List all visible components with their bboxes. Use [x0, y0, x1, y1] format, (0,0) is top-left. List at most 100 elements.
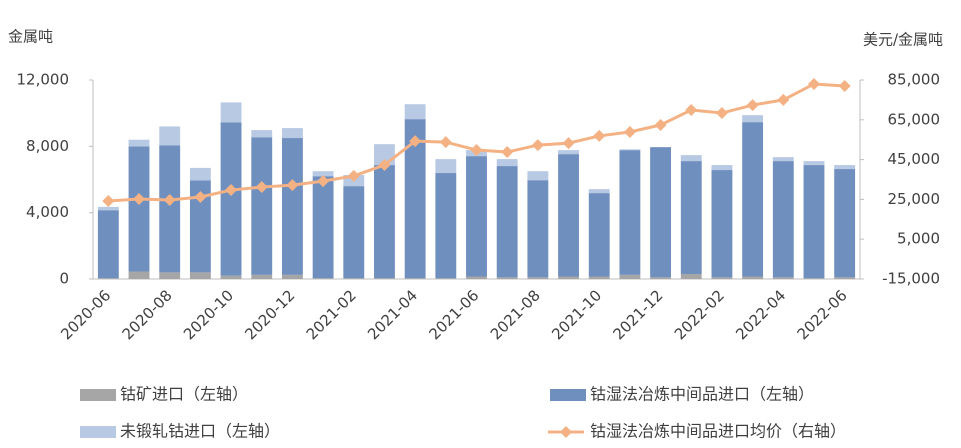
- bar: [281, 274, 303, 279]
- line-marker: [194, 191, 207, 204]
- line-marker: [807, 77, 820, 90]
- line-marker: [715, 107, 728, 120]
- bar: [189, 180, 211, 273]
- bar: [619, 274, 641, 279]
- bar: [496, 159, 518, 167]
- line-marker: [133, 193, 146, 206]
- bar: [619, 149, 641, 151]
- bar: [220, 122, 242, 276]
- legend-swatch: [80, 426, 116, 438]
- bar: [281, 138, 303, 275]
- bar: [834, 277, 856, 279]
- bar: [220, 275, 242, 279]
- line-marker: [102, 194, 115, 207]
- legend-marker: [560, 426, 572, 438]
- bar: [680, 274, 702, 279]
- line-marker: [409, 135, 422, 148]
- bar: [97, 206, 119, 211]
- bar: [466, 276, 487, 279]
- bar: [128, 146, 150, 272]
- x-tick-label: 2020-10: [180, 286, 237, 343]
- bar: [742, 276, 764, 279]
- x-tick-label: 2022-06: [794, 286, 851, 343]
- bar: [650, 277, 672, 279]
- bar: [680, 161, 702, 275]
- bar: [588, 276, 610, 279]
- bar: [772, 157, 794, 162]
- line-marker: [317, 175, 330, 188]
- bar: [834, 165, 856, 170]
- bar: [619, 150, 641, 275]
- legend-label: 钴湿法冶炼中间品进口（左轴）: [590, 385, 814, 404]
- bar: [435, 173, 457, 279]
- bar: [466, 156, 487, 277]
- bar: [527, 277, 549, 279]
- bar: [588, 189, 610, 194]
- line-marker: [286, 179, 299, 192]
- line-marker: [777, 93, 790, 106]
- bar: [772, 161, 794, 278]
- x-tick-label: 2021-04: [364, 286, 421, 343]
- y2-tick-label: -15,000: [882, 270, 940, 288]
- legend-label: 未锻轧钴进口（左轴）: [120, 422, 280, 441]
- bar: [374, 278, 395, 279]
- bar: [312, 278, 334, 279]
- bar: [435, 278, 457, 279]
- y2-tick-label: 25,000: [888, 190, 941, 208]
- bar: [159, 272, 181, 279]
- bar: [312, 176, 334, 279]
- bar: [343, 186, 365, 279]
- y2-tick-label: 65,000: [888, 110, 941, 128]
- y-tick-label: 4,000: [26, 203, 69, 221]
- bar: [803, 278, 825, 279]
- y-tick-label: 0: [59, 270, 69, 288]
- bar: [128, 139, 150, 147]
- line-marker: [501, 146, 514, 159]
- line-marker: [623, 125, 636, 138]
- bar: [803, 165, 825, 279]
- bar: [742, 115, 764, 123]
- bar: [496, 166, 518, 278]
- line-marker: [654, 118, 667, 131]
- x-tick-label: 2021-12: [610, 286, 667, 343]
- y-tick-label: 12,000: [17, 71, 70, 89]
- bar: [558, 276, 579, 279]
- line-marker: [439, 136, 452, 149]
- bar: [435, 159, 457, 174]
- bar: [97, 278, 119, 279]
- legend-label: 钴矿进口（左轴）: [120, 385, 248, 404]
- bar: [374, 165, 395, 279]
- x-tick-label: 2020-06: [57, 286, 114, 343]
- line-marker: [685, 104, 698, 117]
- line-marker: [562, 137, 575, 150]
- legend-label: 钴湿法冶炼中间品进口均价（右轴）: [590, 422, 846, 441]
- x-tick-label: 2021-08: [487, 286, 544, 343]
- line-marker: [746, 99, 759, 112]
- bar: [588, 193, 610, 277]
- bar: [128, 271, 150, 279]
- x-tick-label: 2020-12: [241, 286, 298, 343]
- bar: [527, 171, 549, 181]
- x-tick-label: 2022-04: [732, 286, 789, 343]
- bar: [742, 122, 764, 277]
- bar: [159, 126, 181, 146]
- y-axis-title: 金属吨: [8, 28, 53, 46]
- bar: [650, 147, 672, 278]
- bar: [711, 277, 733, 279]
- bar: [343, 278, 365, 279]
- x-tick-label: 2022-02: [671, 286, 728, 343]
- bar: [834, 169, 856, 278]
- x-tick-label: 2021-06: [425, 286, 482, 343]
- bar: [711, 170, 733, 278]
- bar: [680, 155, 702, 162]
- bar: [711, 165, 733, 171]
- y2-tick-label: 5,000: [897, 230, 940, 248]
- bar: [251, 130, 273, 138]
- line-marker: [378, 158, 391, 171]
- line-marker: [225, 184, 238, 197]
- bar: [527, 180, 549, 278]
- x-tick-label: 2021-02: [303, 286, 360, 343]
- y2-tick-label: 45,000: [888, 150, 941, 168]
